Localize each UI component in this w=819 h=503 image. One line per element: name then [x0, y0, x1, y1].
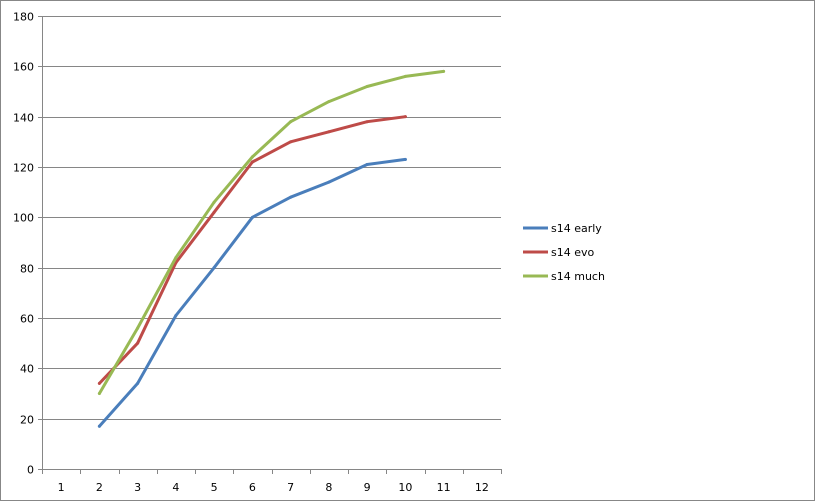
data-point	[327, 180, 331, 184]
x-tick-label: 11	[437, 481, 451, 494]
y-tick-label: 20	[20, 414, 34, 427]
x-tick-label: 12	[475, 481, 489, 494]
data-point	[97, 392, 101, 395]
x-tick-label: 8	[325, 481, 332, 494]
data-point	[289, 140, 293, 144]
x-tick-label: 7	[287, 481, 294, 494]
data-point	[136, 381, 140, 385]
legend-label: s14 early	[551, 222, 602, 235]
x-tick-label: 10	[398, 481, 412, 494]
data-point	[212, 210, 216, 214]
y-tick-label: 60	[20, 313, 34, 326]
data-point	[327, 100, 331, 104]
data-point	[212, 266, 216, 270]
x-tick-label: 4	[172, 481, 179, 494]
series-line-0	[97, 157, 407, 428]
data-point	[136, 341, 140, 345]
data-point	[327, 130, 331, 134]
y-tick-label: 120	[13, 162, 34, 175]
y-tick-label: 80	[20, 263, 34, 276]
axes	[38, 16, 502, 474]
data-point	[250, 215, 254, 219]
data-point	[174, 256, 178, 260]
gridlines	[42, 16, 501, 420]
data-point	[365, 162, 369, 166]
y-tick-label: 160	[13, 61, 34, 74]
y-axis-tick-labels: 0 20 40 60 80 100 120 140 160 180	[13, 11, 34, 477]
x-tick-label: 3	[134, 481, 141, 494]
data-point	[289, 195, 293, 199]
y-tick-label: 140	[13, 112, 34, 125]
y-tick-label: 40	[20, 363, 34, 376]
data-point	[174, 313, 178, 317]
x-tick-label: 5	[211, 481, 218, 494]
data-point	[442, 69, 446, 73]
data-point	[250, 160, 254, 164]
x-tick-label: 2	[96, 481, 103, 494]
legend-label: s14 much	[551, 270, 605, 283]
x-tick-label: 9	[364, 481, 371, 494]
y-tick-label: 100	[13, 212, 34, 225]
legend-label: s14 evo	[551, 246, 595, 259]
data-point	[212, 200, 216, 204]
y-tick-label: 180	[13, 11, 34, 24]
data-point	[250, 155, 254, 159]
x-tick-label: 6	[249, 481, 256, 494]
data-point	[403, 115, 407, 119]
data-point	[365, 84, 369, 88]
series-line-2	[97, 69, 446, 395]
data-point	[97, 424, 101, 428]
x-tick-label: 1	[58, 481, 65, 494]
x-axis-tick-labels: 1 2 3 4 5 6 7 8 9 10 11 12	[58, 481, 489, 494]
legend: s14 early s14 evo s14 much	[523, 222, 605, 283]
data-point	[403, 157, 407, 161]
data-point	[136, 326, 140, 330]
data-point	[403, 74, 407, 78]
series-lines	[97, 69, 446, 428]
data-point	[365, 120, 369, 124]
y-tick-label: 0	[27, 464, 34, 477]
data-point	[289, 120, 293, 124]
data-point	[97, 381, 101, 385]
